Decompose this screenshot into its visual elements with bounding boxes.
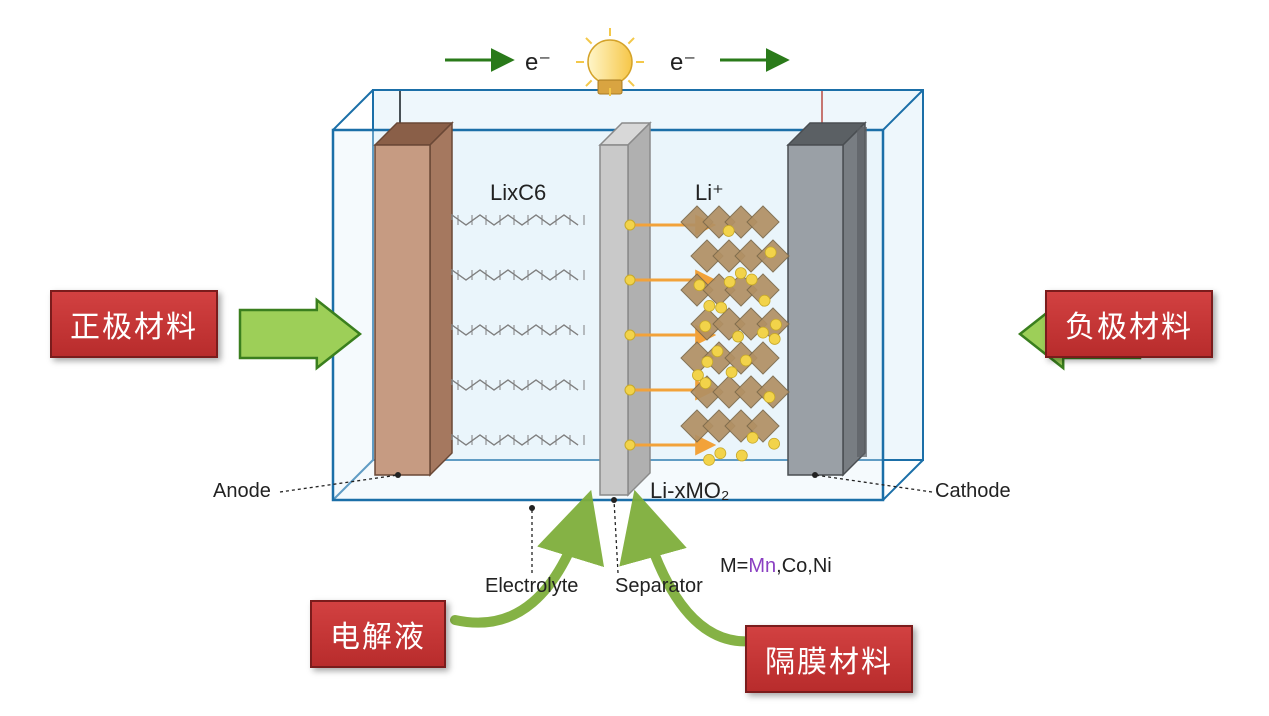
label-electrolyte: Electrolyte xyxy=(485,575,578,598)
label-anode: Anode xyxy=(213,480,271,503)
label-cathode: Cathode xyxy=(935,480,1011,503)
battery-diagram xyxy=(0,0,1269,716)
badge-neg-electrode: 负极材料 xyxy=(1045,290,1213,358)
badge-electrolyte: 电解液 xyxy=(310,600,446,668)
label-m-eq: M=Mn,Co,Ni xyxy=(720,555,832,578)
label-lixc6: LixC6 xyxy=(490,180,546,206)
separator-block xyxy=(600,123,650,495)
anode-block xyxy=(375,123,452,475)
label-separator-text: Separator xyxy=(615,575,703,598)
label-e-right: e⁻ xyxy=(670,48,696,77)
label-e-left: e⁻ xyxy=(525,48,551,77)
label-li-plus: Li⁺ xyxy=(695,180,724,206)
light-bulb-icon xyxy=(576,28,644,96)
badge-pos-electrode: 正极材料 xyxy=(50,290,218,358)
cathode-block xyxy=(788,123,867,475)
badge-separator: 隔膜材料 xyxy=(745,625,913,693)
label-lixmo2: Li-xMO₂ xyxy=(650,478,729,504)
